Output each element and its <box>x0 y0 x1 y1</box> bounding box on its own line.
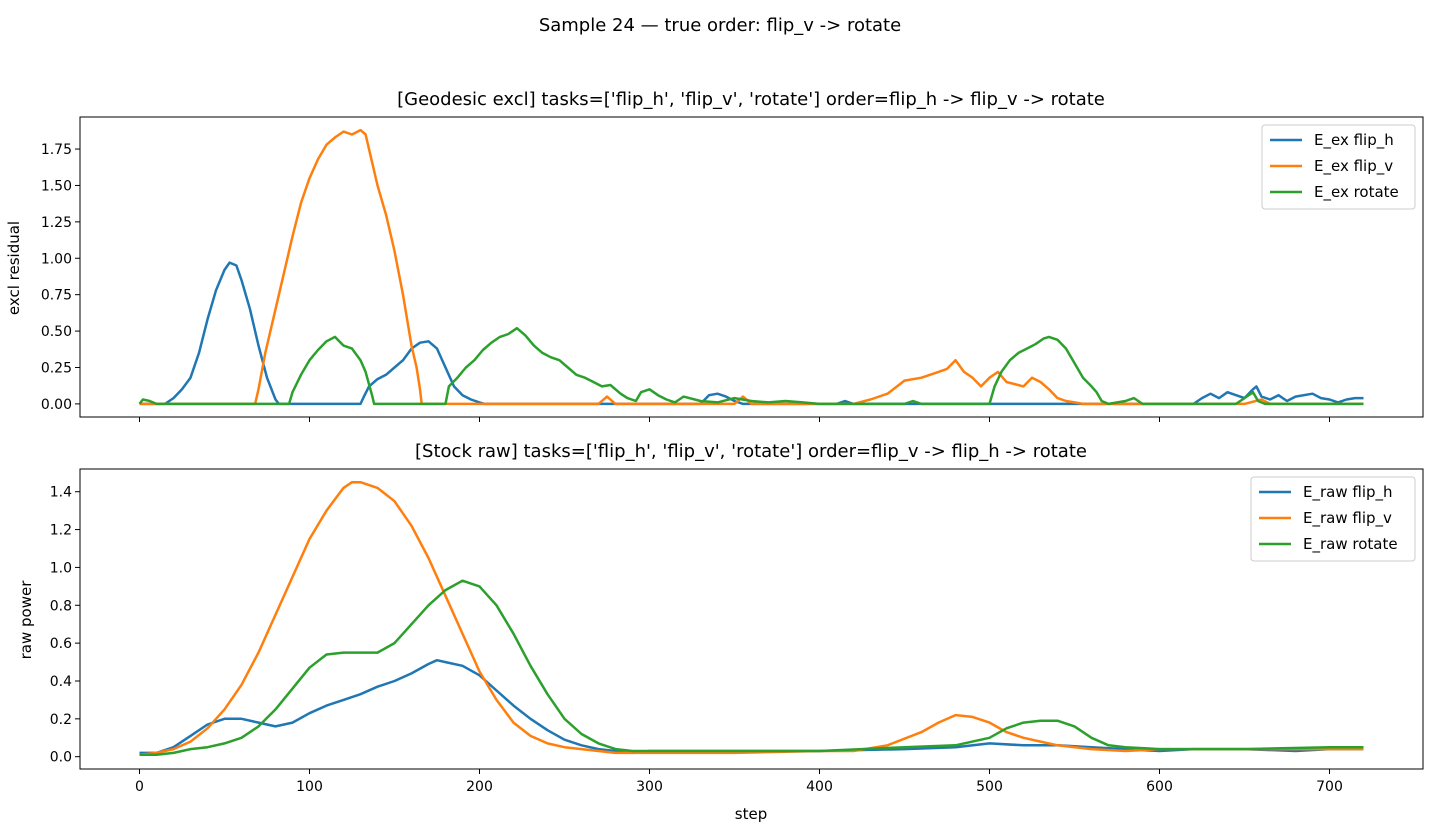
y-tick-label: 0.0 <box>50 750 72 766</box>
stock-raw-panel: [Stock raw] tasks=['flip_h', 'flip_v', '… <box>17 441 1424 823</box>
legend-label: E_ex flip_v <box>1314 157 1393 176</box>
plot-lines <box>139 480 1364 757</box>
x-tick-label: 500 <box>976 779 1003 795</box>
y-axis-label: excl residual <box>5 221 23 315</box>
y-axis-label: raw power <box>17 580 35 660</box>
x-tick-label: 400 <box>806 779 833 795</box>
legend-label: E_raw flip_h <box>1303 483 1393 502</box>
x-tick-label: 600 <box>1146 779 1173 795</box>
series-line <box>139 579 1364 757</box>
axis-ticks: 0 100 200 300 400 500 600 700 0.0 0.2 0.4 0.6 0.8 1.0… <box>50 485 1343 795</box>
y-tick-label: 0.50 <box>41 324 72 340</box>
legend: E_raw flip_h E_raw flip_v E_raw rotate <box>1250 476 1416 562</box>
y-tick-label: 1.50 <box>41 178 72 194</box>
axes-frame <box>79 116 1424 418</box>
legend-label: E_raw rotate <box>1303 535 1398 554</box>
legend-box <box>1261 124 1416 210</box>
geodesic-excl-panel: [Geodesic excl] tasks=['flip_h', 'flip_v… <box>5 89 1424 422</box>
y-tick-label: 0.8 <box>50 598 72 614</box>
y-tick-label: 1.00 <box>41 251 72 267</box>
panel-title: [Stock raw] tasks=['flip_h', 'flip_v', '… <box>415 441 1087 462</box>
y-tick-label: 0.4 <box>50 674 72 690</box>
series-line <box>139 261 1364 406</box>
legend-label: E_raw flip_v <box>1303 509 1392 528</box>
x-tick-label: 200 <box>466 779 493 795</box>
y-tick-label: 0.25 <box>41 360 72 376</box>
x-tick-label: 100 <box>296 779 323 795</box>
y-tick-label: 0.75 <box>41 288 72 304</box>
series-line <box>138 326 1364 406</box>
legend-label: E_ex flip_h <box>1314 131 1394 150</box>
panel-title: [Geodesic excl] tasks=['flip_h', 'flip_v… <box>397 89 1105 110</box>
y-tick-label: 1.2 <box>50 523 72 539</box>
figure-title: Sample 24 — true order: flip_v -> rotate <box>539 15 901 36</box>
y-tick-label: 1.75 <box>41 142 72 158</box>
axis-ticks: 0.00 0.25 0.50 0.75 1.00 1.25 1.50 1.75 <box>41 142 1330 422</box>
series-line <box>139 128 1364 406</box>
axes-frame <box>79 468 1424 770</box>
y-tick-label: 1.0 <box>50 560 72 576</box>
y-tick-label: 1.25 <box>41 215 72 231</box>
x-tick-label: 300 <box>636 779 663 795</box>
series-line <box>139 480 1364 757</box>
x-tick-label: 700 <box>1316 779 1343 795</box>
plot-lines <box>138 128 1364 406</box>
legend-box <box>1250 476 1416 562</box>
x-axis-label: step <box>735 805 767 823</box>
legend: E_ex flip_h E_ex flip_v E_ex rotate <box>1261 124 1416 210</box>
y-tick-label: 1.4 <box>50 485 72 501</box>
x-tick-label: 0 <box>135 779 144 795</box>
legend-label: E_ex rotate <box>1314 183 1399 202</box>
y-tick-label: 0.2 <box>50 712 72 728</box>
series-line <box>139 658 1364 755</box>
y-tick-label: 0.00 <box>41 397 72 413</box>
y-tick-label: 0.6 <box>50 636 72 652</box>
